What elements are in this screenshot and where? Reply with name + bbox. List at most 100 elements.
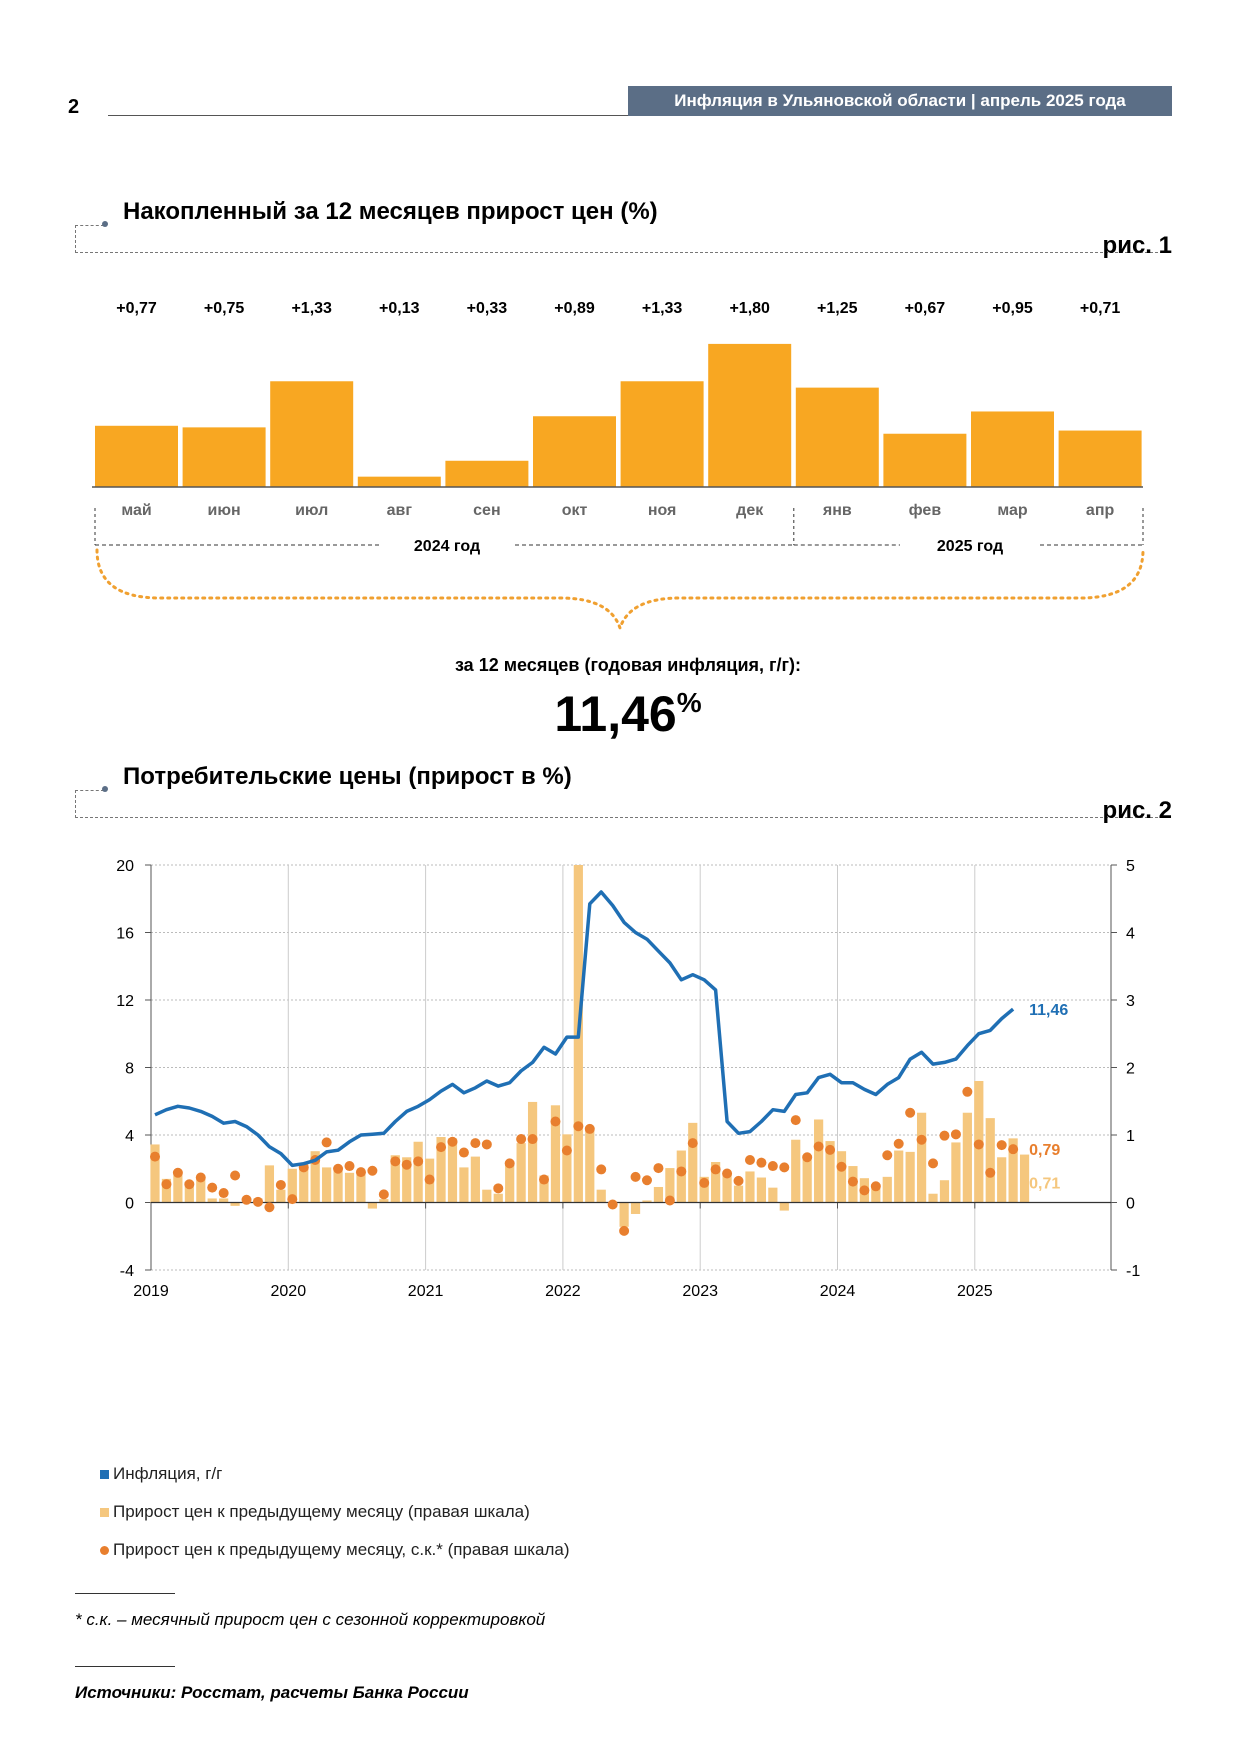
sa-dot [744,1154,755,1165]
value-label-апр: +0,71 [1080,300,1121,317]
monthly-bar [756,1177,767,1203]
monthly-bar [333,1170,343,1203]
bar-фев [883,433,967,487]
monthly-bar [962,1112,972,1203]
monthly-bar [711,1162,721,1203]
monthly-bar [596,1189,606,1203]
left-tick-label: 12 [116,993,134,1010]
category-label-сен: сен [473,502,500,519]
monthly-bar [161,1178,172,1203]
sa-dot [859,1185,870,1196]
monthly-bar [413,1141,423,1203]
value-label-дек: +1,80 [729,300,770,317]
monthly-bar [699,1176,709,1203]
monthly-bar [642,1200,652,1203]
sa-dot [150,1151,160,1162]
section-bracket [75,225,104,253]
monthly-bar [905,1151,915,1203]
bar-сен [445,460,529,487]
legend-label-dots: Прирост цен к предыдущему месяцу, с.к.* … [113,1540,570,1559]
sa-dot [504,1158,515,1169]
left-tick-label: 16 [116,926,134,943]
monthly-bar [550,1105,561,1203]
sa-dot [836,1161,847,1172]
value-label-авг: +0,13 [379,300,420,317]
category-label-июн: июн [208,502,241,519]
category-label-окт: окт [562,502,588,519]
x-tick-label-2025: 2025 [957,1283,993,1300]
monthly-bar [482,1189,492,1203]
sa-dot [607,1199,618,1210]
sa-dot [344,1161,355,1172]
sa-dot [333,1163,344,1174]
sa-dot [161,1179,172,1190]
value-label-янв: +1,25 [817,300,858,317]
monthly-bar [951,1142,961,1203]
x-tick-label-2020: 2020 [271,1283,307,1300]
monthly-bar [1019,1154,1030,1203]
sa-dot [950,1129,961,1140]
value-label-ноя: +1,33 [642,300,683,317]
legend-swatch-line [100,1469,109,1479]
sa-dot [367,1165,378,1176]
sources: Источники: Росстат, расчеты Банка России [75,1683,469,1702]
sa-dot [813,1141,824,1152]
sa-dot [641,1175,652,1186]
sa-dot [676,1166,687,1177]
sa-dot [516,1134,527,1145]
monthly-bar [310,1151,320,1203]
page-number: 2 [68,96,80,118]
monthly-bar [527,1101,538,1203]
monthly-bar [688,1122,698,1203]
sa-dot [218,1188,229,1199]
x-tick-label-2022: 2022 [545,1283,581,1300]
sa-dot [699,1177,710,1188]
footnote: * с.к. – месячный прирост цен с сезонной… [75,1610,546,1629]
monthly-bar [379,1199,389,1203]
x-tick-label-2023: 2023 [682,1283,718,1300]
right-tick-label: 0 [1126,1196,1135,1213]
sa-dot [401,1159,412,1170]
bar-авг [357,476,441,487]
sa-dot [493,1183,504,1194]
monthly-bar [287,1168,297,1203]
sa-dot [767,1161,778,1172]
sa-dot [252,1196,263,1207]
monthly-bar [459,1167,469,1203]
monthly-bar [390,1155,400,1203]
bar-май [95,425,178,487]
monthly-bar [665,1168,675,1203]
sa-dot [630,1171,641,1182]
section-bracket [75,790,104,818]
sa-dot [687,1138,698,1149]
sa-dot [390,1156,401,1167]
value-label-май: +0,77 [116,300,157,317]
monthly-bar [585,1128,595,1203]
monthly-bar [356,1170,366,1203]
sa-dot [573,1121,584,1132]
sa-dot [195,1172,206,1183]
sa-dot [355,1167,366,1178]
monthly-bar [814,1119,824,1203]
x-tick-label-2021: 2021 [408,1283,444,1300]
left-tick-label: 8 [125,1061,134,1078]
figure2-label: рис. 2 [1102,797,1172,824]
sa-dot [664,1195,675,1206]
right-tick-label: 2 [1126,1061,1135,1078]
left-tick-label: -4 [120,1263,134,1280]
right-tick-label: -1 [1126,1263,1140,1280]
sa-dot [321,1137,332,1148]
monthly-bar [939,1180,950,1203]
monthly-bar [745,1171,755,1203]
monthly-bar [825,1141,835,1203]
sa-dot [172,1167,183,1178]
bar-янв [795,387,879,487]
monthly-bar [871,1184,881,1203]
figure1-chart: +0,77 май +0,75 июн +1,33 июл +0,13 авг +0,33 сен… [92,300,1145,633]
category-label-фев: фев [909,502,942,519]
value-label-сен: +0,33 [467,300,508,317]
monthly-bar [447,1138,458,1203]
monthly-bar [219,1198,229,1203]
end-label-dots: 0,79 [1029,1142,1060,1159]
monthly-bar [436,1137,446,1203]
